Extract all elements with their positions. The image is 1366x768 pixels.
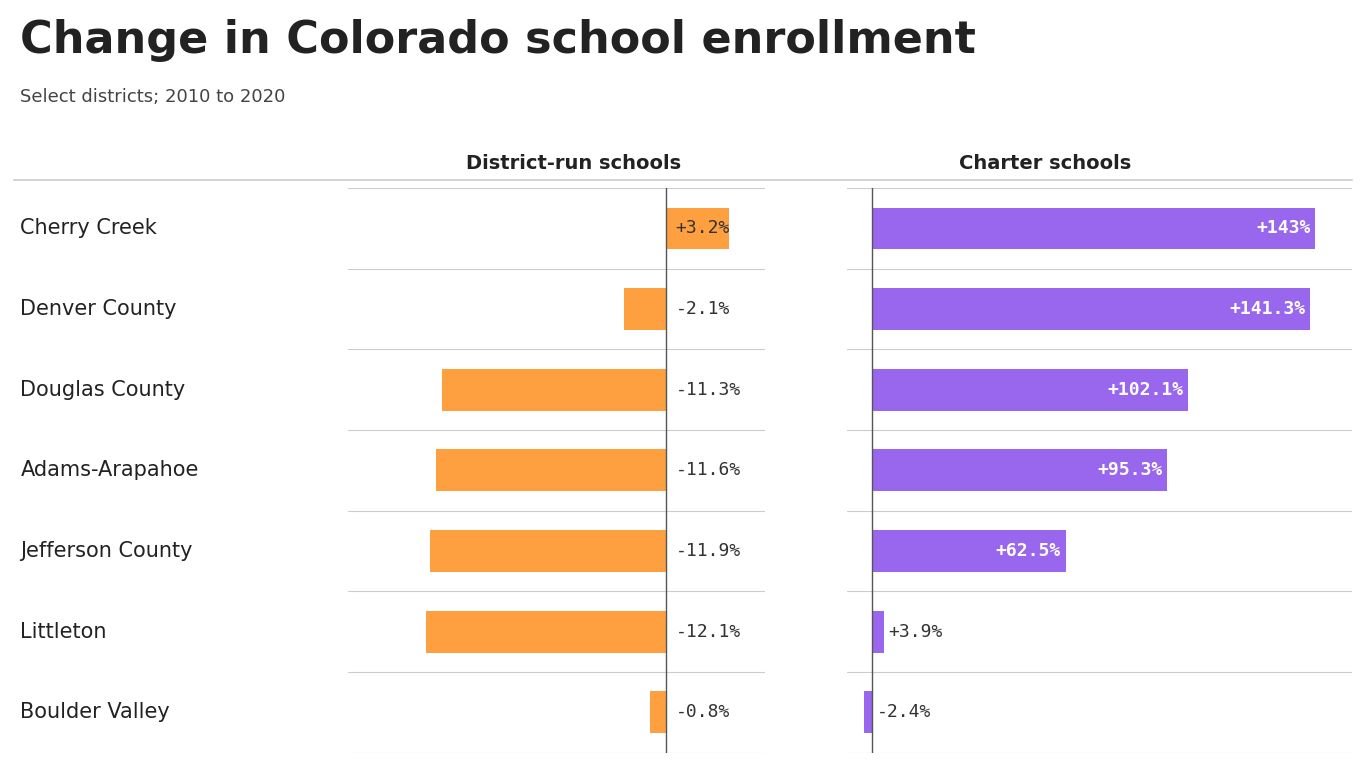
Bar [872,611,884,653]
Text: Douglas County: Douglas County [20,379,186,400]
Text: +102.1%: +102.1% [1108,381,1184,399]
Bar [872,449,1167,492]
Bar [872,369,1188,411]
Text: Jefferson County: Jefferson County [20,541,193,561]
Text: +95.3%: +95.3% [1097,462,1162,479]
Bar [436,449,665,492]
Text: -2.4%: -2.4% [877,703,930,721]
Text: -2.1%: -2.1% [676,300,729,318]
Bar [665,207,729,250]
Text: District-run schools: District-run schools [466,154,682,173]
Bar [650,691,665,733]
Bar [624,288,665,330]
Bar [872,530,1065,572]
Text: +62.5%: +62.5% [996,542,1061,560]
Text: -11.6%: -11.6% [676,462,740,479]
Text: -11.9%: -11.9% [676,542,740,560]
Bar [865,691,872,733]
Text: Select districts; 2010 to 2020: Select districts; 2010 to 2020 [20,88,285,106]
Text: +3.9%: +3.9% [888,623,943,641]
Text: Littleton: Littleton [20,621,107,642]
Text: +141.3%: +141.3% [1229,300,1305,318]
Text: Cherry Creek: Cherry Creek [20,218,157,239]
Text: +143%: +143% [1257,220,1310,237]
Text: -12.1%: -12.1% [676,623,740,641]
Text: Boulder Valley: Boulder Valley [20,702,171,723]
Bar [872,207,1315,250]
Text: Change in Colorado school enrollment: Change in Colorado school enrollment [20,19,977,62]
Bar [872,288,1310,330]
Text: +3.2%: +3.2% [676,220,729,237]
Text: Denver County: Denver County [20,299,178,319]
Text: -0.8%: -0.8% [676,703,729,721]
Bar [441,369,665,411]
Text: Adams-Arapahoe: Adams-Arapahoe [20,460,199,481]
Bar [426,611,665,653]
Bar [430,530,665,572]
Text: Charter schools: Charter schools [959,154,1131,173]
Text: -11.3%: -11.3% [676,381,740,399]
